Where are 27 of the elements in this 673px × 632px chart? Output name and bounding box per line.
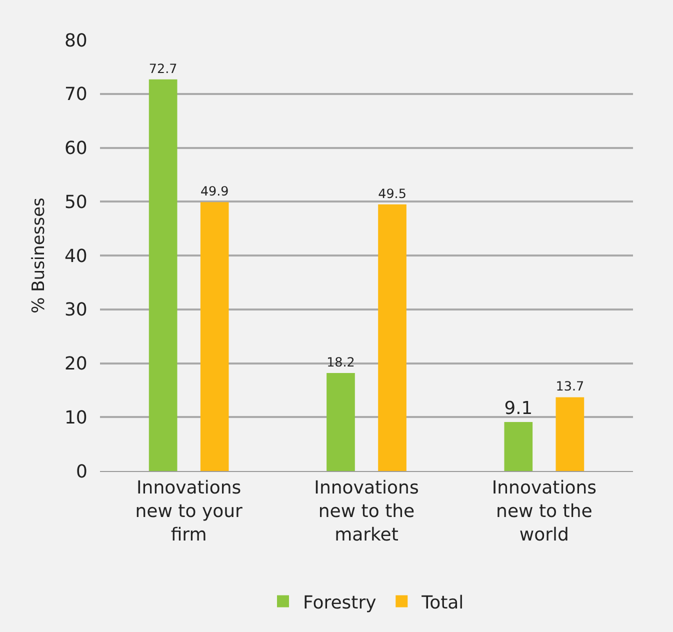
y-axis-title: % Businesses: [29, 197, 50, 314]
bar: [556, 397, 584, 471]
bar: [378, 204, 406, 471]
legend-label: Forestry: [303, 592, 377, 614]
bar: [326, 372, 355, 471]
y-tick-label: 80: [64, 30, 88, 52]
y-tick-label: 70: [64, 84, 88, 106]
x-tick-label: Innovations new to the world: [492, 478, 597, 546]
y-tick-label: 20: [64, 354, 88, 375]
y-tick-label: 10: [64, 407, 88, 428]
data-label: 72.7: [148, 60, 178, 76]
data-label: 49.9: [200, 184, 229, 199]
bar: [200, 202, 229, 471]
data-label: 18.2: [326, 354, 355, 370]
x-tick-label: Innovations new to your firm: [135, 478, 244, 546]
y-tick-label: 50: [64, 192, 88, 213]
y-tick-label: 40: [64, 246, 88, 267]
y-tick-label: 30: [64, 300, 88, 321]
data-label: 49.5: [378, 186, 406, 201]
legend-label: Total: [420, 592, 464, 614]
data-label: 13.7: [556, 378, 584, 394]
bar: [148, 79, 178, 471]
y-tick-label: 60: [64, 138, 88, 160]
bar: [504, 422, 533, 471]
y-tick-label: 0: [76, 461, 88, 482]
data-label: 9.1: [504, 398, 533, 420]
x-tick-label: Innovations new to the market: [314, 478, 419, 546]
